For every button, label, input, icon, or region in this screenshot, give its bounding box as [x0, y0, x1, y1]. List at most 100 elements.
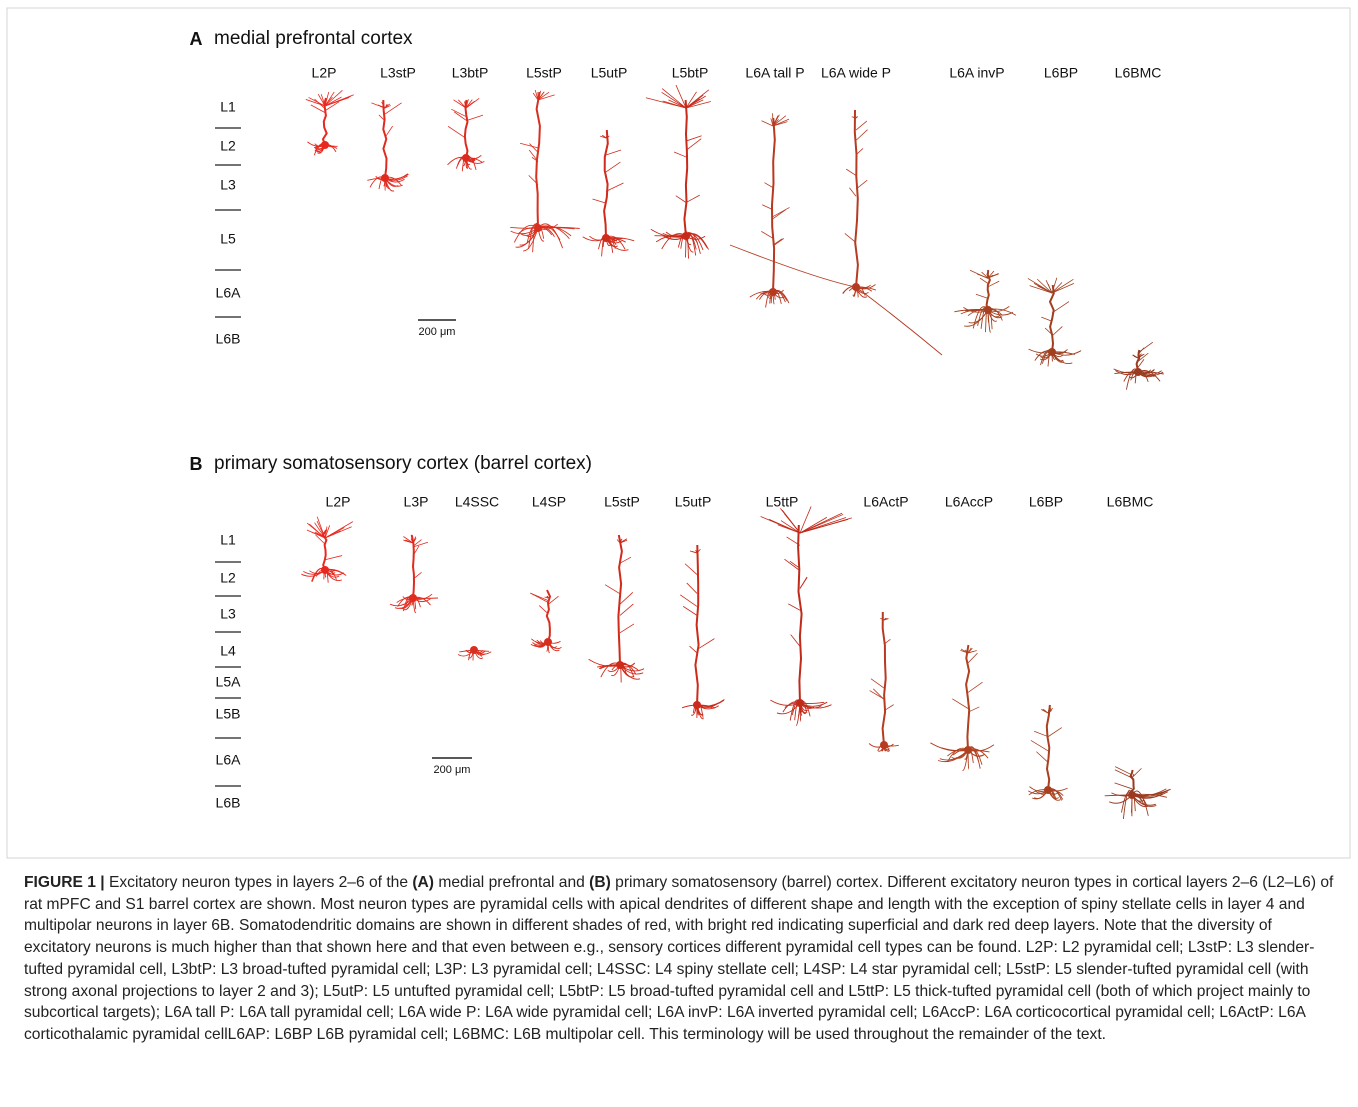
cell-type-label: L6ActP [863, 494, 908, 510]
cell-type-label: L5utP [675, 494, 712, 510]
cell-type-label: L5utP [591, 65, 628, 81]
tuft-branch [538, 95, 555, 100]
oblique-dendrite [676, 196, 686, 203]
cell-type-label: L6A tall P [745, 65, 804, 81]
oblique-dendrite [968, 682, 983, 692]
cell-type-label: L6BP [1044, 65, 1078, 81]
apical-dendrite [883, 612, 886, 745]
cell-type-label: L4SSC [455, 494, 499, 510]
cell-type-label: L6BP [1029, 494, 1063, 510]
cell-type-label: L3btP [452, 65, 489, 81]
oblique-dendrite [520, 143, 538, 148]
caption: FIGURE 1 | Excitatory neuron types in la… [24, 872, 1336, 1046]
apical-dendrite [465, 100, 468, 158]
tuft-branch [987, 274, 988, 278]
oblique-dendrite [529, 144, 538, 153]
oblique-dendrite [1052, 326, 1062, 336]
tuft-branch [663, 101, 686, 108]
soma [769, 288, 777, 296]
oblique-dendrite [1048, 728, 1062, 737]
soma [462, 154, 470, 162]
oblique-dendrite [539, 606, 548, 614]
caption-panel-ref: (B) [589, 874, 611, 891]
soma [616, 661, 624, 669]
oblique-dendrite [1036, 752, 1048, 763]
oblique-dendrite [764, 183, 773, 188]
oblique-dendrite [592, 199, 606, 203]
cell-type-label: L6A wide P [821, 65, 891, 81]
cell-type-label: L2P [326, 494, 351, 510]
soma [470, 646, 478, 654]
apical-dendrite [1050, 285, 1054, 352]
oblique-dendrite [685, 564, 697, 575]
cell-type-label: L6A invP [949, 65, 1004, 81]
soma [321, 566, 329, 574]
oblique-dendrite [689, 646, 697, 653]
soma [1048, 348, 1056, 356]
cell-type-label: L6AccP [945, 494, 993, 510]
soma [1044, 786, 1052, 794]
soma [964, 746, 972, 754]
tuft-branch [856, 117, 858, 118]
oblique-dendrite [606, 150, 621, 155]
oblique-dendrite [845, 233, 856, 242]
oblique-dendrite [385, 126, 393, 137]
figure-frame [7, 8, 1350, 858]
oblique-dendrite [311, 105, 325, 113]
apical-dendrite [684, 100, 687, 236]
layer-label: L5B [216, 706, 241, 722]
cell-type-label: L5stP [604, 494, 640, 510]
oblique-dendrite [530, 593, 548, 602]
tuft-branch [686, 96, 706, 108]
oblique-dendrite [1115, 783, 1132, 789]
apical-dendrite [798, 525, 802, 703]
oblique-dendrite [606, 162, 620, 172]
soma [602, 234, 610, 242]
oblique-dendrite [697, 639, 714, 650]
cell-type-label: L6BMC [1107, 494, 1154, 510]
caption-text: primary somatosensory (barrel) cortex. D… [24, 874, 1333, 1043]
layer-label: L3 [220, 177, 236, 193]
oblique-dendrite [385, 103, 402, 114]
oblique-dendrite [674, 152, 686, 157]
apical-dendrite [1047, 705, 1050, 790]
layer-label: L1 [220, 99, 236, 115]
oblique-dendrite [784, 559, 800, 571]
oblique-dendrite [1132, 768, 1141, 777]
apical-dendrite [855, 110, 858, 287]
layer-label: L3 [220, 606, 236, 622]
oblique-dendrite [980, 278, 988, 283]
layer-label: L2 [220, 138, 236, 154]
oblique-dendrite [1031, 740, 1048, 750]
apical-dendrite [412, 535, 414, 598]
layer-label: L1 [220, 532, 236, 548]
oblique-dendrite [620, 624, 634, 633]
tuft-branch [1041, 709, 1048, 713]
soma [544, 638, 552, 646]
cell-type-label: L3stP [380, 65, 416, 81]
oblique-dendrite [976, 294, 988, 298]
panel-title: medial prefrontal cortex [214, 28, 413, 49]
layer-label: L5A [216, 674, 242, 690]
oblique-dendrite [1041, 317, 1052, 321]
oblique-dendrite [325, 556, 342, 560]
apical-dendrite [604, 130, 608, 238]
layer-label: L6B [216, 331, 241, 347]
oblique-dendrite [968, 653, 978, 663]
soma [321, 141, 329, 149]
neuron-drawings [306, 85, 1164, 390]
oblique-dendrite [680, 595, 697, 607]
cell-type-label: L5stP [526, 65, 562, 81]
caption-panel-ref: (A) [412, 874, 434, 891]
soma [796, 699, 804, 707]
oblique-dendrite [1138, 342, 1153, 353]
oblique-dendrite [800, 577, 807, 588]
tuft-branch [762, 121, 773, 126]
oblique-dendrite [773, 238, 784, 246]
oblique-dendrite [856, 130, 868, 141]
caption-label: FIGURE 1 | [24, 874, 105, 891]
soma [409, 594, 417, 602]
layer-label: L2 [220, 570, 236, 586]
panel-letter: B [190, 454, 203, 474]
